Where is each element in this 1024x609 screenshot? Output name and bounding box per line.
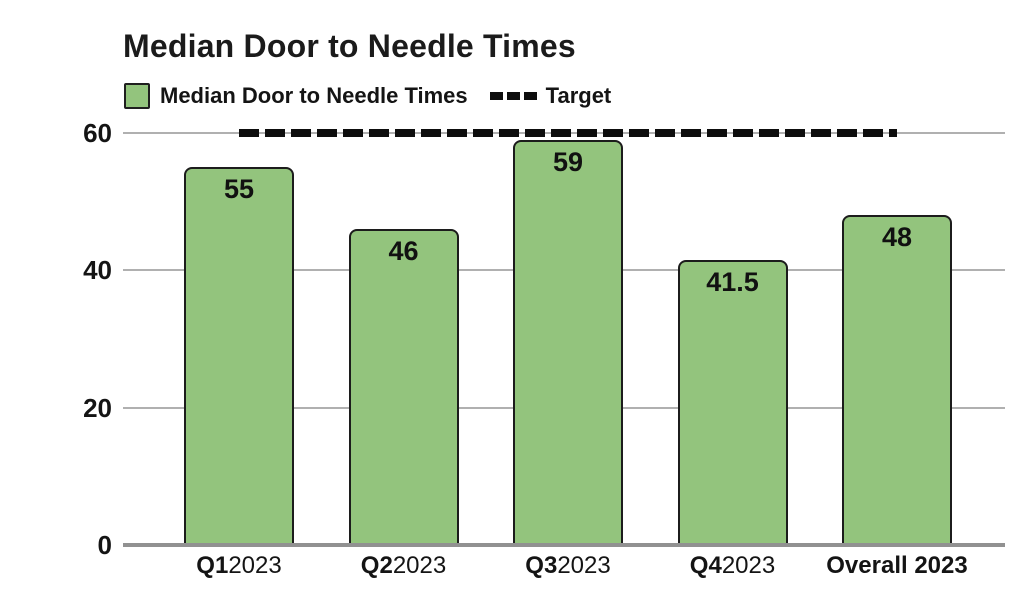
- x-tick-label: Q32023: [468, 551, 668, 581]
- y-axis-labels: 0 20 40 60: [0, 120, 112, 558]
- x-tick-label-regular: 2023: [721, 552, 776, 579]
- y-tick-label: 20: [83, 392, 112, 423]
- bar-value-label: 46: [388, 236, 419, 267]
- legend-target-dash-icon: [489, 92, 537, 100]
- x-tick-label-bold: Q4: [689, 552, 722, 579]
- bar-value-label: 48: [881, 222, 913, 253]
- y-tick-label: 0: [97, 530, 112, 560]
- x-tick-label-regular: 2023: [392, 552, 447, 579]
- y-tick-label: 40: [83, 255, 112, 286]
- x-tick-label-regular: 2023: [557, 552, 611, 579]
- x-tick-label-bold: Q2: [360, 552, 393, 579]
- bar-q2-2023: 46: [348, 229, 459, 545]
- x-tick-label-bold: Overall 2023: [826, 552, 968, 579]
- plot-area: 55 46 59 41.5 48: [123, 129, 1005, 547]
- bar-overall-2023: 48: [842, 215, 952, 545]
- chart-title: Median Door to Needle Times: [123, 28, 576, 64]
- legend-series-label: Median Door to Needle Times: [160, 83, 468, 108]
- bar-value-label: 59: [552, 146, 584, 177]
- bar-q3-2023: 59: [513, 139, 623, 545]
- x-tick-label: Overall 2023: [797, 551, 997, 581]
- x-axis-line: [123, 543, 1005, 547]
- x-tick-label: Q22023: [304, 551, 504, 581]
- legend-series-swatch-icon: [124, 83, 150, 109]
- legend-target-label: Target: [545, 83, 612, 108]
- x-tick-label: Q42023: [633, 551, 833, 581]
- x-tick-label: Q12023: [139, 551, 339, 581]
- bar-value-label: 55: [223, 174, 255, 205]
- bar-q1-2023: 55: [184, 167, 294, 545]
- target-line: [239, 129, 897, 137]
- legend: Median Door to Needle Times Target: [124, 82, 611, 110]
- bar-q4-2023: 41.5: [677, 260, 788, 545]
- x-tick-label-bold: Q1: [196, 552, 229, 579]
- bar-value-label: 41.5: [706, 267, 759, 298]
- y-tick-label: 60: [83, 118, 112, 148]
- x-axis-labels: Q12023 Q22023 Q32023 Q42023 Overall 2023: [123, 551, 1005, 585]
- x-tick-label-bold: Q3: [525, 552, 558, 579]
- x-tick-label-regular: 2023: [228, 552, 282, 579]
